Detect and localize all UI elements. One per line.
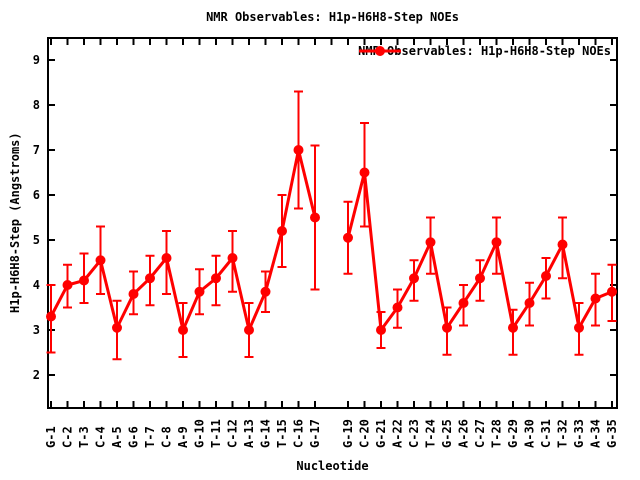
data-point-C-20 (359, 167, 370, 178)
data-point-G-19 (343, 232, 353, 243)
svg-text:8: 8 (33, 98, 40, 112)
data-point-G-10 (194, 286, 205, 297)
svg-text:C-16: C-16 (292, 419, 306, 448)
data-points (46, 145, 617, 335)
data-point-C-4 (95, 255, 106, 266)
data-point-G-17 (310, 212, 320, 223)
data-point-G-35 (607, 286, 617, 297)
svg-text:G-29: G-29 (506, 419, 520, 448)
svg-text:G-14: G-14 (259, 419, 273, 448)
svg-text:T-3: T-3 (77, 426, 91, 448)
svg-text:3: 3 (33, 323, 40, 337)
data-point-T-32 (557, 239, 568, 250)
data-point-T-7 (145, 273, 155, 284)
svg-text:T-28: T-28 (490, 419, 504, 448)
data-point-T-28 (491, 237, 502, 248)
svg-text:T-7: T-7 (143, 426, 157, 448)
data-point-C-12 (227, 253, 238, 263)
svg-text:C-27: C-27 (473, 419, 487, 448)
legend-line-point-icon (359, 46, 402, 56)
data-point-T-11 (211, 273, 221, 284)
error-bars (46, 90, 617, 361)
svg-text:A-5: A-5 (110, 426, 124, 448)
svg-text:C-23: C-23 (407, 419, 421, 448)
svg-text:G-21: G-21 (374, 419, 388, 448)
chart-title: NMR Observables: H1p-H6H8-Step NOEs (206, 10, 459, 24)
svg-text:9: 9 (33, 53, 40, 67)
y-axis-label: H1p-H6H8-Step (Angstroms) (8, 132, 22, 314)
svg-text:G-17: G-17 (308, 419, 322, 448)
data-point-A-26 (458, 298, 469, 308)
svg-text:5: 5 (33, 233, 40, 247)
data-point-C-27 (475, 273, 485, 284)
data-point-A-22 (392, 302, 403, 313)
x-axis-label: Nucleotide (296, 459, 369, 473)
svg-text:C-12: C-12 (226, 419, 240, 448)
svg-text:4: 4 (33, 278, 40, 292)
svg-text:G-10: G-10 (193, 419, 207, 448)
data-point-C-16 (293, 145, 304, 155)
svg-text:C-4: C-4 (94, 426, 108, 448)
data-point-C-8 (161, 253, 172, 263)
data-point-A-13 (244, 325, 254, 335)
data-point-T-3 (79, 275, 89, 286)
plot-border (47, 37, 618, 409)
svg-text:C-8: C-8 (160, 426, 174, 448)
svg-text:G-25: G-25 (440, 419, 454, 448)
svg-text:6: 6 (33, 188, 40, 202)
svg-text:G-19: G-19 (341, 419, 355, 448)
legend-series-label: NMR Observables: H1p-H6H8-Step NOEs (358, 44, 611, 58)
svg-text:7: 7 (33, 143, 40, 157)
data-point-C-31 (541, 271, 551, 281)
svg-text:T-32: T-32 (556, 419, 570, 448)
svg-text:A-34: A-34 (589, 419, 603, 448)
svg-text:T-15: T-15 (275, 419, 289, 448)
legend: NMR Observables: H1p-H6H8-Step NOEs (358, 44, 611, 58)
svg-text:G-6: G-6 (127, 426, 141, 448)
data-point-G-1 (46, 311, 56, 322)
svg-text:C-2: C-2 (61, 426, 75, 448)
axis-ticks (49, 39, 616, 407)
data-point-G-21 (376, 325, 386, 335)
svg-text:A-22: A-22 (391, 419, 405, 448)
data-point-G-14 (260, 286, 271, 297)
svg-text:T-11: T-11 (209, 419, 223, 448)
data-point-A-9 (178, 325, 188, 335)
y-tick-labels: 2 3 4 5 6 7 8 9 (33, 53, 40, 382)
data-point-G-25 (442, 322, 452, 333)
svg-text:A-30: A-30 (523, 419, 537, 448)
svg-text:A-9: A-9 (176, 426, 190, 448)
data-point-T-15 (277, 226, 287, 236)
svg-text:T-24: T-24 (424, 419, 438, 448)
data-point-A-34 (590, 293, 601, 304)
svg-text:G-35: G-35 (605, 419, 619, 448)
data-point-T-24 (425, 237, 436, 248)
data-point-G-33 (574, 322, 584, 333)
x-tick-labels: G-1 C-2 T-3 C-4 A-5 G-6 T-7 C-8 A-9 G-10 T-11 C-12 A… (44, 419, 619, 448)
svg-text:C-31: C-31 (539, 419, 553, 448)
data-point-G-29 (508, 322, 518, 333)
svg-text:C-20: C-20 (358, 419, 372, 448)
data-point-C-23 (409, 273, 419, 284)
svg-text:2: 2 (33, 368, 40, 382)
data-point-A-30 (524, 298, 535, 308)
data-point-C-2 (62, 280, 73, 290)
data-point-G-6 (128, 289, 139, 299)
svg-text:A-13: A-13 (242, 419, 256, 448)
svg-text:G-33: G-33 (572, 419, 586, 448)
svg-text:G-1: G-1 (44, 426, 58, 448)
data-point-A-5 (112, 322, 122, 333)
svg-text:A-26: A-26 (457, 419, 471, 448)
